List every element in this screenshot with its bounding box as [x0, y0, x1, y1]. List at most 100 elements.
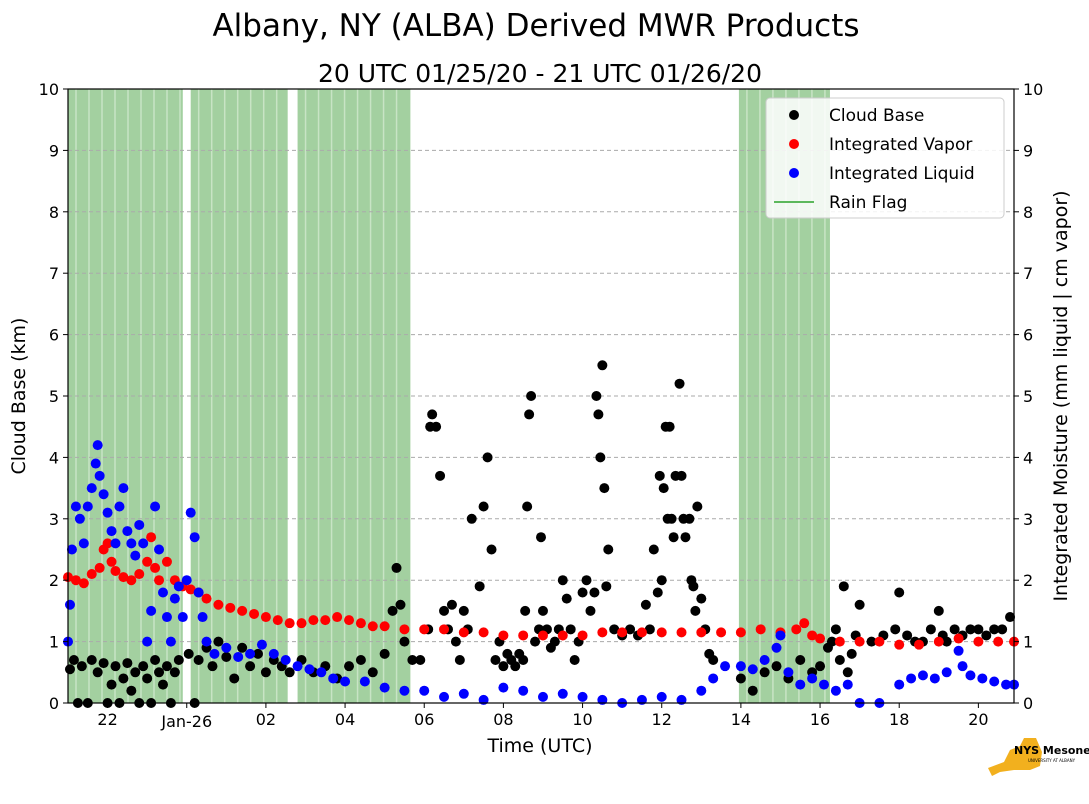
- x-axis-label: Time (UTC): [486, 735, 592, 757]
- data-point-2-29: [169, 593, 180, 604]
- data-point-1-34: [355, 618, 366, 629]
- data-point-2-22: [142, 636, 153, 647]
- data-point-2-36: [197, 612, 208, 623]
- data-point-0-31: [207, 661, 218, 672]
- data-point-2-49: [340, 676, 351, 687]
- data-point-2-65: [656, 691, 667, 702]
- data-point-1-3: [86, 569, 97, 580]
- data-point-0-85: [530, 636, 541, 647]
- data-point-0-54: [407, 655, 418, 666]
- grid-layer: [68, 149, 1014, 643]
- data-point-0-101: [589, 587, 600, 598]
- data-point-0-105: [597, 360, 608, 371]
- data-point-2-90: [965, 670, 976, 681]
- data-point-0-38: [260, 667, 271, 678]
- y-tick-label-left: 10: [39, 80, 59, 99]
- data-point-0-21: [154, 667, 165, 678]
- data-point-0-115: [648, 544, 659, 555]
- y-tick-label-right: 9: [1023, 141, 1033, 160]
- y-tick-label-left: 2: [49, 571, 59, 590]
- data-point-2-69: [720, 661, 731, 672]
- data-point-1-42: [498, 630, 509, 641]
- data-point-1-62: [854, 636, 865, 647]
- data-point-2-58: [518, 685, 529, 696]
- data-point-1-35: [367, 621, 378, 632]
- data-point-0-124: [668, 532, 679, 543]
- x-tick-label: Jan-26: [160, 712, 212, 731]
- data-point-2-19: [130, 550, 141, 561]
- data-point-0-119: [658, 483, 669, 494]
- legend-label-1: Integrated Vapor: [829, 135, 972, 155]
- y-tick-label-left: 0: [49, 694, 59, 713]
- data-point-1-11: [134, 569, 145, 580]
- y-tick-label-right: 10: [1023, 80, 1043, 99]
- data-point-0-69: [474, 581, 485, 592]
- data-point-2-17: [122, 526, 133, 537]
- data-point-0-10: [110, 661, 121, 672]
- data-point-1-4: [94, 562, 105, 573]
- data-point-0-151: [838, 581, 849, 592]
- data-point-2-15: [114, 501, 125, 512]
- data-point-2-27: [161, 612, 172, 623]
- y-tick-label-right: 4: [1023, 448, 1033, 467]
- data-point-2-84: [906, 673, 917, 684]
- data-point-0-29: [193, 655, 204, 666]
- data-point-0-148: [826, 636, 837, 647]
- data-point-2-40: [233, 651, 244, 662]
- y-tick-label-right: 6: [1023, 326, 1033, 345]
- data-point-2-5: [78, 538, 89, 549]
- data-point-0-55: [415, 655, 426, 666]
- data-point-0-41: [284, 667, 295, 678]
- data-point-0-75: [498, 661, 509, 672]
- data-point-0-102: [591, 391, 602, 401]
- y-tick-label-left: 8: [49, 203, 59, 222]
- data-point-0-37: [252, 648, 263, 659]
- data-point-2-78: [819, 679, 830, 690]
- data-point-0-18: [142, 673, 153, 684]
- series-layer: [63, 360, 1019, 708]
- data-point-0-123: [666, 513, 677, 524]
- x-tick-label: 14: [731, 710, 751, 729]
- data-point-1-28: [284, 618, 295, 629]
- data-point-2-44: [280, 655, 291, 666]
- data-point-1-25: [249, 608, 260, 619]
- data-point-2-50: [359, 676, 370, 687]
- data-point-0-6: [92, 667, 103, 678]
- data-point-2-75: [783, 667, 794, 678]
- data-point-0-78: [510, 661, 521, 672]
- data-point-0-171: [981, 630, 992, 641]
- data-point-2-25: [154, 544, 165, 555]
- data-point-1-9: [118, 572, 129, 583]
- data-point-1-64: [894, 639, 905, 650]
- data-point-2-37: [201, 636, 212, 647]
- data-point-0-141: [759, 667, 770, 678]
- data-point-2-18: [126, 538, 137, 549]
- data-point-1-14: [150, 562, 161, 573]
- data-point-0-172: [989, 624, 1000, 635]
- y-tick-label-right: 3: [1023, 510, 1033, 529]
- data-point-2-31: [177, 612, 188, 623]
- data-point-0-12: [118, 673, 129, 684]
- data-point-0-47: [355, 655, 366, 666]
- data-point-1-12: [142, 556, 153, 567]
- data-point-0-118: [656, 575, 667, 586]
- data-point-1-10: [126, 575, 137, 586]
- y-tick-label-left: 3: [49, 510, 59, 529]
- chart-title: Albany, NY (ALBA) Derived MWR Products: [212, 8, 859, 44]
- data-point-0-130: [684, 513, 695, 524]
- y-tick-label-left: 7: [49, 264, 59, 283]
- data-point-2-51: [379, 682, 390, 693]
- data-point-0-132: [688, 581, 699, 592]
- data-point-2-28: [165, 636, 176, 647]
- data-point-0-153: [846, 648, 857, 659]
- data-point-2-24: [150, 501, 161, 512]
- data-point-0-152: [842, 667, 853, 678]
- y-tick-label-right: 5: [1023, 387, 1033, 406]
- legend-marker-2: [789, 168, 799, 178]
- data-point-0-3: [76, 661, 87, 672]
- data-point-1-60: [815, 633, 826, 644]
- data-point-2-10: [94, 470, 105, 481]
- data-point-2-76: [795, 679, 806, 690]
- data-point-0-108: [603, 544, 614, 555]
- data-point-1-15: [154, 575, 165, 586]
